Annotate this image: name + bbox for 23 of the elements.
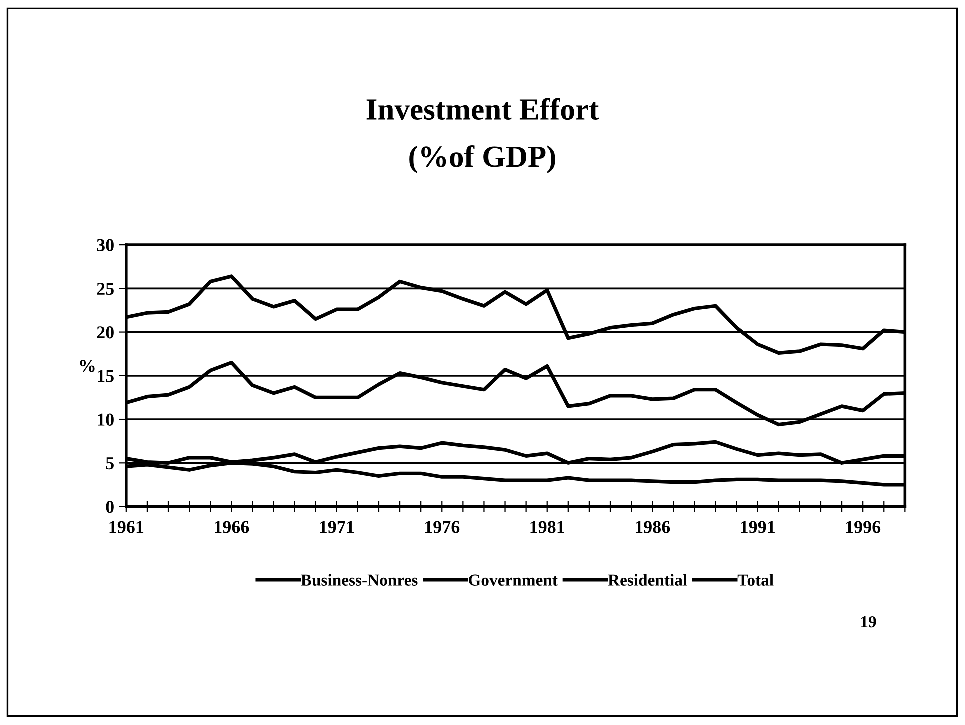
- y-tick-label: 5: [106, 458, 114, 470]
- x-tick-label: 1996: [846, 521, 881, 534]
- y-tick-label: 15: [98, 370, 114, 382]
- chart-subtitle: (%of GDP): [410, 145, 556, 174]
- chart-title: Investment Effort: [366, 98, 600, 120]
- y-tick-label: 10: [98, 414, 114, 426]
- y-tick-label: 20: [97, 326, 114, 339]
- legend-label: Total: [738, 574, 774, 586]
- x-tick-label: 1971: [320, 521, 354, 534]
- x-tick-label: 1991: [741, 521, 775, 534]
- y-tick-label: 25: [97, 282, 114, 296]
- y-tick-label: 30: [97, 239, 114, 252]
- legend-label: Residential: [608, 574, 688, 586]
- x-tick-label: 1976: [426, 521, 460, 534]
- legend-label: Government: [469, 574, 558, 586]
- x-tick-label: 1981: [530, 521, 564, 534]
- x-tick-label: 1986: [636, 521, 670, 534]
- x-tick-label: 1961: [110, 521, 144, 534]
- text: 19: [862, 616, 876, 628]
- x-tick-label: 1966: [215, 521, 250, 534]
- y-tick-label: 0: [106, 501, 114, 514]
- y-axis-title: %: [80, 360, 95, 372]
- legend-label: Business-Nonres: [301, 574, 418, 586]
